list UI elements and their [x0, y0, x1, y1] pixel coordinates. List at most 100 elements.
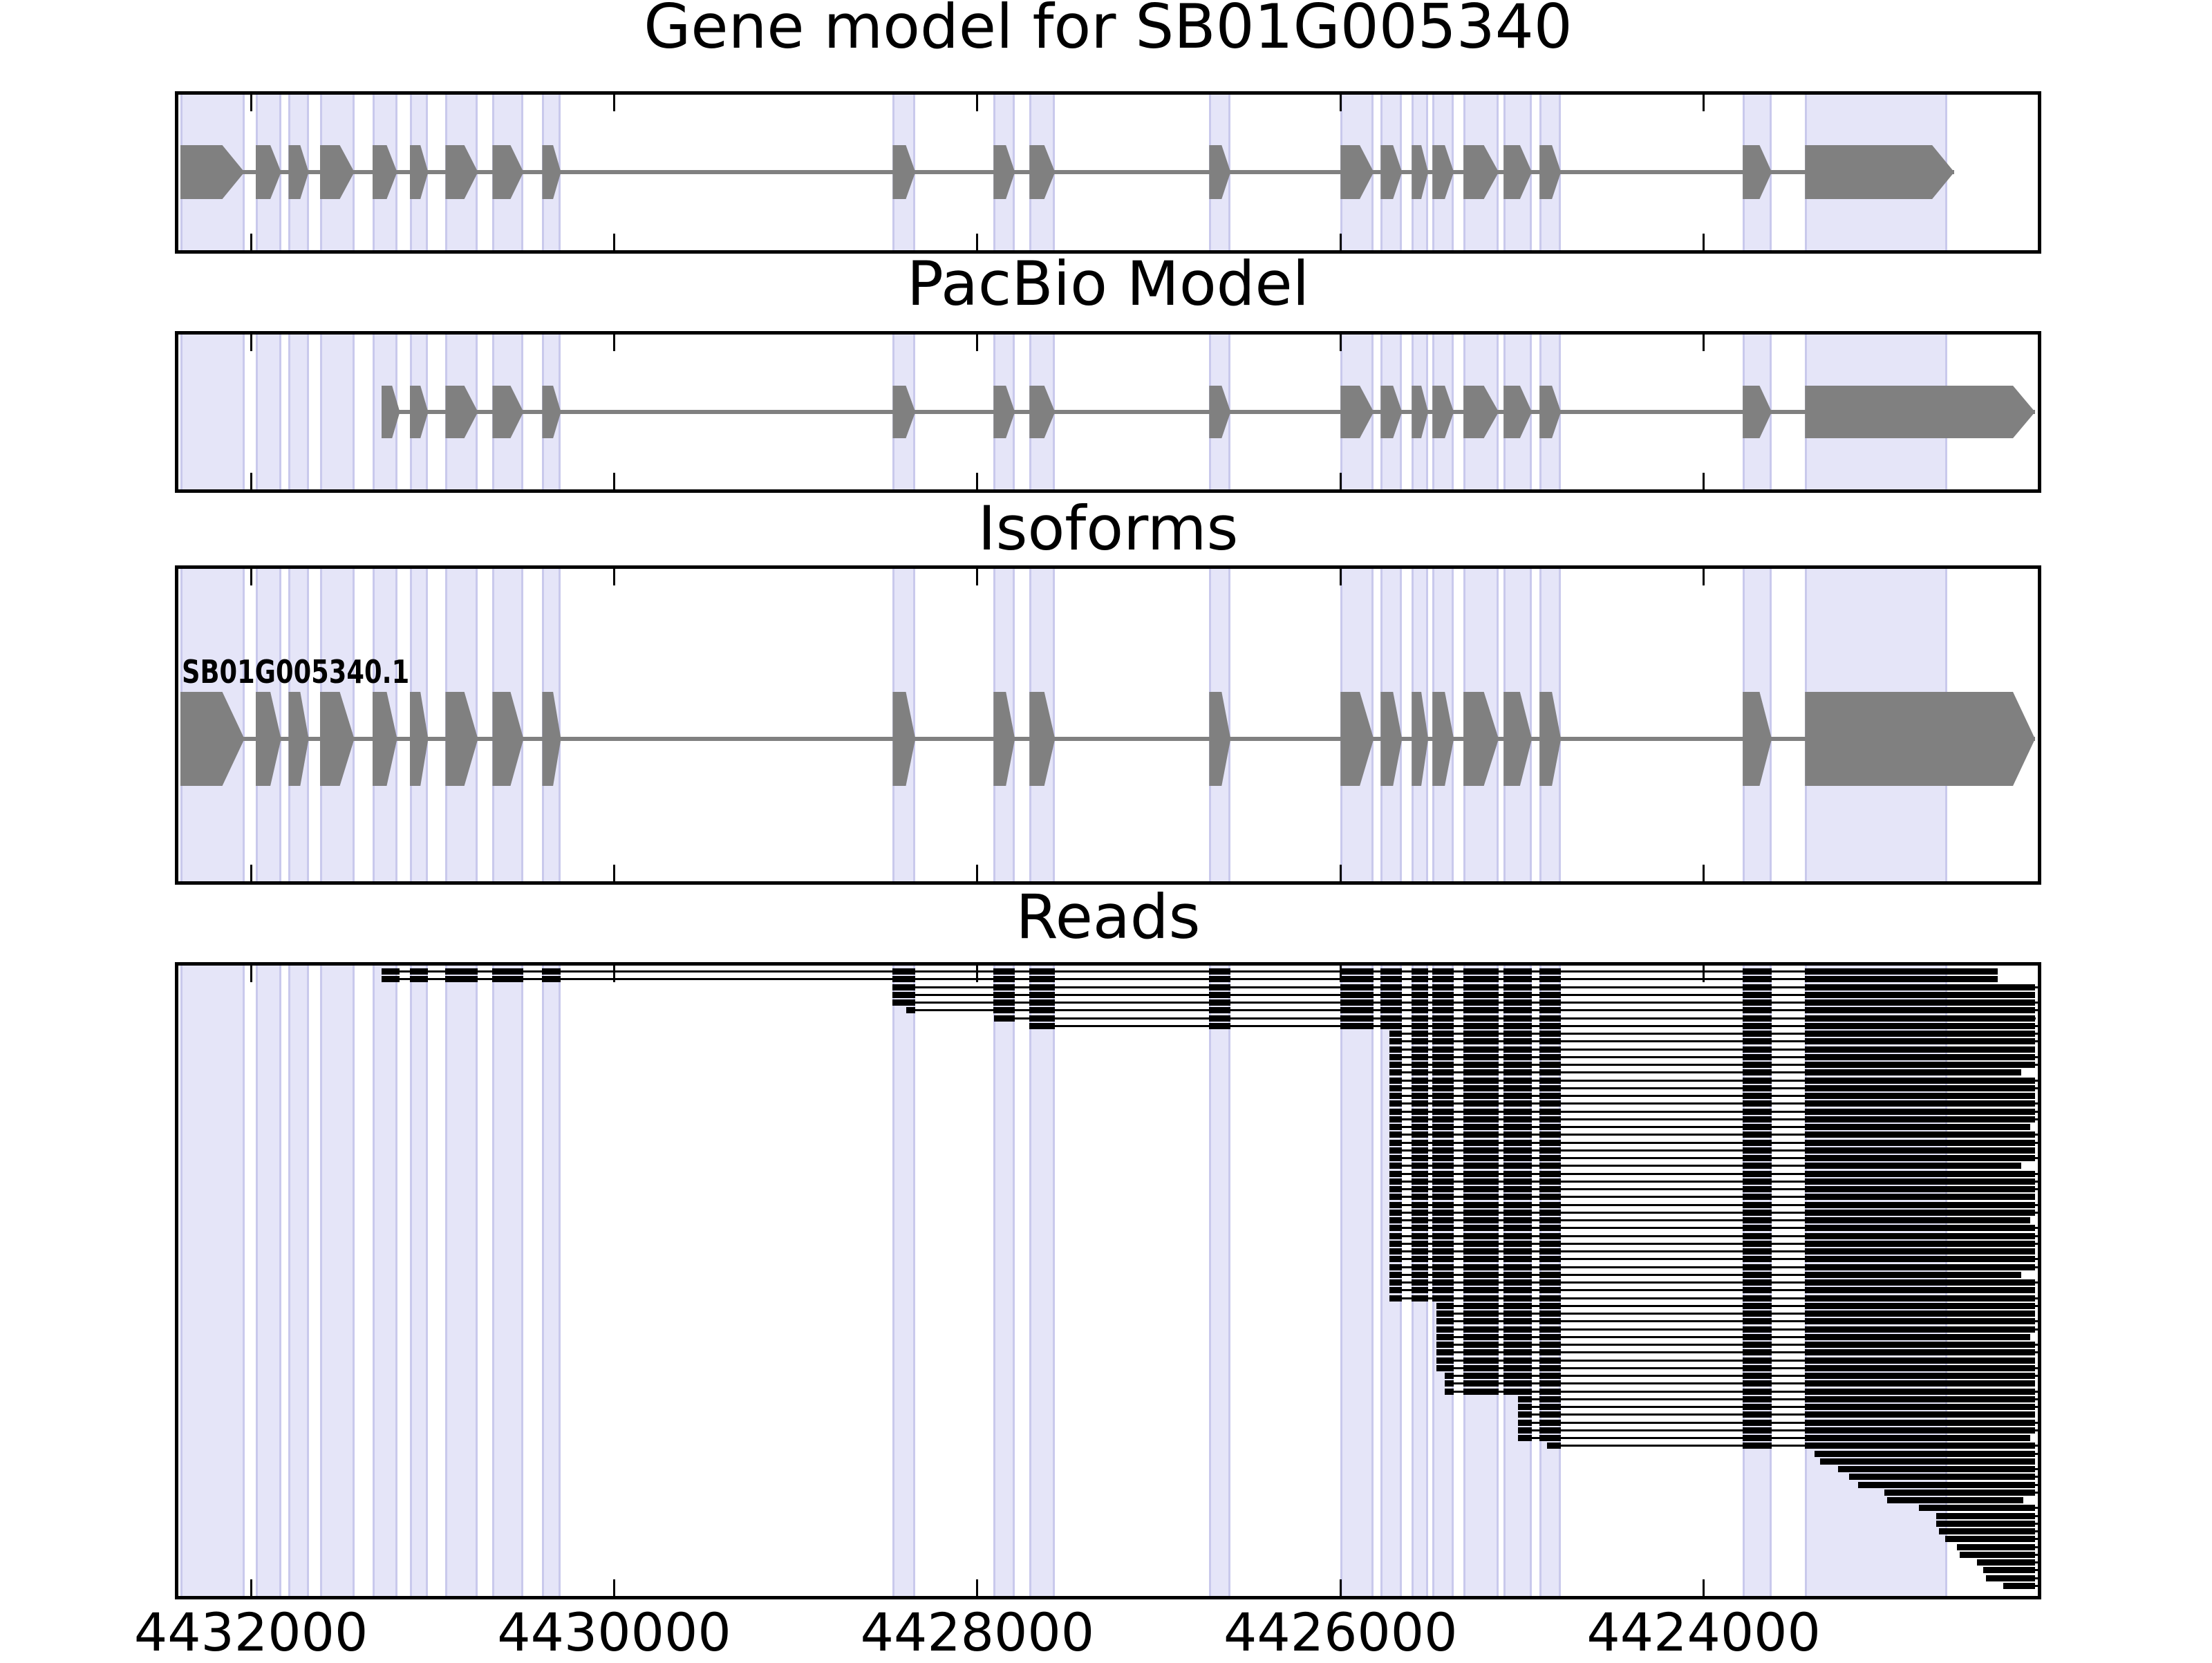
- read-exon-block: [1503, 1388, 1533, 1395]
- read-exon-block: [1743, 1248, 1772, 1255]
- read-exon-block: [1539, 1388, 1562, 1395]
- read-exon-block: [1432, 1022, 1454, 1029]
- axis-tick: [1703, 865, 1705, 881]
- read-exon-block: [1463, 991, 1499, 998]
- read-line: [1389, 1079, 2038, 1082]
- read-exon-block: [409, 968, 429, 975]
- read-exon-block: [1380, 1015, 1403, 1022]
- read-exon-block: [1209, 1007, 1231, 1014]
- read-line: [1389, 1258, 2038, 1261]
- read-exon-block: [1463, 1380, 1499, 1387]
- read-exon-block: [1539, 1062, 1562, 1068]
- read-exon-block: [1518, 1419, 1533, 1426]
- exon-highlight-band: [542, 966, 561, 1596]
- read-exon-block: [1539, 1069, 1562, 1076]
- read-exon-block: [1029, 1007, 1056, 1014]
- read-exon-block: [1463, 1225, 1499, 1232]
- read-exon-block: [381, 968, 400, 975]
- read-exon-block: [1805, 1178, 2036, 1185]
- read-exon-block: [1539, 1271, 1562, 1278]
- read-exon-block: [1389, 1287, 1403, 1294]
- read-line: [1436, 1351, 2038, 1354]
- read-line: [1518, 1413, 2036, 1416]
- read-exon-block: [1805, 1318, 2036, 1325]
- read-exon-block: [1432, 1046, 1454, 1053]
- read-exon-block: [1539, 1256, 1562, 1263]
- exon-highlight-band: [1029, 966, 1056, 1596]
- read-exon-block: [1436, 1326, 1454, 1333]
- read-exon-block: [1463, 1147, 1499, 1154]
- read-exon-block: [1743, 1302, 1772, 1309]
- read-exon-block: [1743, 1007, 1772, 1014]
- read-exon-block: [1518, 1396, 1533, 1402]
- read-exon-block: [1412, 976, 1429, 983]
- read-exon-block: [1412, 1007, 1429, 1014]
- read-exon-block: [1463, 1263, 1499, 1270]
- read-exon-block: [1805, 984, 2036, 990]
- read-line: [1389, 1134, 2038, 1136]
- exon-highlight-band: [255, 966, 281, 1596]
- read-exon-block: [1432, 1170, 1454, 1177]
- read-exon-block: [1503, 1209, 1533, 1216]
- read-exon-block: [1743, 1116, 1772, 1122]
- read-exon-block: [1985, 1575, 2036, 1581]
- read-exon-block: [1432, 999, 1454, 1006]
- panel-reads: [175, 962, 2041, 1599]
- exon-highlight-band: [288, 335, 309, 489]
- read-exon-block: [1539, 1124, 1562, 1130]
- read-exon-block: [1805, 1007, 2036, 1014]
- read-exon-block: [1805, 1046, 2036, 1053]
- read-exon-block: [1412, 1147, 1429, 1154]
- read-exon-block: [1503, 1326, 1533, 1333]
- read-exon-block: [1539, 1116, 1562, 1122]
- read-exon-block: [1884, 1489, 2036, 1496]
- read-exon-block: [1340, 991, 1374, 998]
- axis-tick: [612, 234, 615, 250]
- read-exon-block: [1412, 999, 1429, 1006]
- axis-tick: [1339, 335, 1342, 351]
- read-exon-block: [1805, 999, 2036, 1006]
- read-exon-block: [1539, 1022, 1562, 1029]
- read-exon-block: [1432, 1053, 1454, 1060]
- read-exon-block: [1805, 1411, 2036, 1418]
- axis-tick: [250, 865, 252, 881]
- read-exon-block: [1805, 1295, 2036, 1302]
- read-exon-block: [1805, 1163, 2022, 1169]
- read-exon-block: [1463, 1093, 1499, 1099]
- read-exon-block: [1805, 1349, 2036, 1356]
- read-exon-block: [1340, 968, 1374, 975]
- read-exon-block: [1805, 991, 2036, 998]
- read-exon-block: [1432, 1015, 1454, 1022]
- read-exon-block: [1805, 1062, 2036, 1068]
- read-exon-block: [1805, 1263, 2036, 1270]
- read-exon-block: [1463, 984, 1499, 990]
- read-exon-block: [1432, 1062, 1454, 1068]
- read-exon-block: [1432, 1209, 1454, 1216]
- read-exon-block: [1503, 1084, 1533, 1091]
- read-exon-block: [1432, 1116, 1454, 1122]
- read-exon-block: [1743, 1131, 1772, 1138]
- read-exon-block: [892, 991, 916, 998]
- intron-line: [180, 170, 1955, 174]
- read-exon-block: [1805, 1015, 2036, 1022]
- read-exon-block: [1503, 1100, 1533, 1107]
- read-exon-block: [1389, 1186, 1403, 1192]
- read-exon-block: [1412, 1031, 1429, 1037]
- read-exon-block: [1432, 984, 1454, 990]
- read-exon-block: [1380, 976, 1403, 983]
- read-exon-block: [1503, 1349, 1533, 1356]
- read-exon-block: [1436, 1302, 1454, 1309]
- axis-tick: [1703, 335, 1705, 351]
- read-exon-block: [1805, 1093, 2036, 1099]
- read-line: [1436, 1366, 2038, 1369]
- read-exon-block: [1539, 1435, 1562, 1441]
- read-exon-block: [1029, 1015, 1056, 1022]
- panel-title-reads: Reads: [1015, 881, 1201, 952]
- read-exon-block: [1743, 1263, 1772, 1270]
- read-exon-block: [1805, 1232, 2036, 1239]
- read-exon-block: [1412, 1015, 1429, 1022]
- read-exon-block: [1503, 1170, 1533, 1177]
- read-exon-block: [1539, 1419, 1562, 1426]
- axis-tick: [1703, 569, 1705, 585]
- read-exon-block: [1743, 976, 1772, 983]
